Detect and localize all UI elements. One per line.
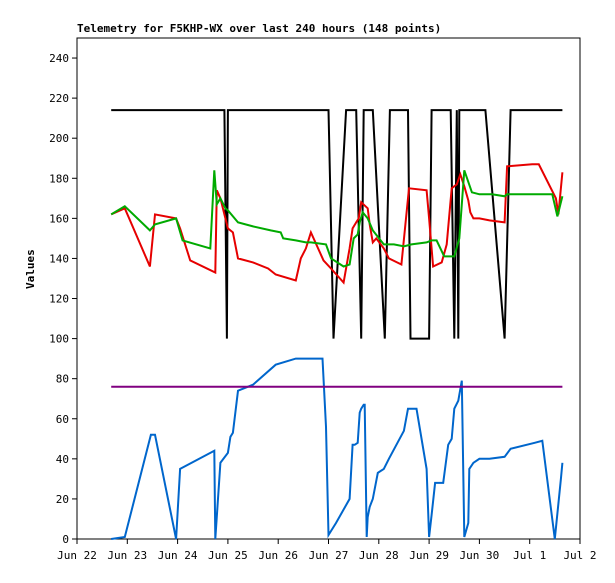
series-line-3 <box>111 357 564 540</box>
y-tick-label-6: 120 <box>49 293 69 306</box>
y-tick-label-1: 20 <box>56 493 69 506</box>
x-tick-label-5: Jun 27 <box>309 549 349 562</box>
y-tick-label-8: 160 <box>49 212 69 225</box>
y-tick-label-3: 60 <box>56 413 69 426</box>
x-tick-label-6: Jun 28 <box>359 549 399 562</box>
x-tick-label-1: Jun 23 <box>107 549 147 562</box>
series-line-0 <box>111 109 563 340</box>
y-tick-label-2: 40 <box>56 453 69 466</box>
y-tick-label-12: 240 <box>49 52 69 65</box>
y-tick-label-10: 200 <box>49 132 69 145</box>
x-tick-label-10: Jul 2 <box>563 549 596 562</box>
series-line-1 <box>110 163 564 285</box>
x-tick-label-3: Jun 25 <box>208 549 248 562</box>
x-tick-label-8: Jun 30 <box>460 549 500 562</box>
y-tick-label-0: 0 <box>62 533 69 546</box>
series-line-2 <box>110 169 564 268</box>
y-tick-label-7: 140 <box>49 252 69 265</box>
y-tick-label-4: 80 <box>56 373 69 386</box>
x-tick-label-0: Jun 22 <box>57 549 97 562</box>
y-axis-label: Values <box>24 249 37 289</box>
chart-title: Telemetry for F5KHP-WX over last 240 hou… <box>77 22 442 35</box>
x-tick-label-2: Jun 24 <box>158 549 198 562</box>
x-tick-label-4: Jun 26 <box>258 549 298 562</box>
x-tick-label-7: Jun 29 <box>409 549 449 562</box>
y-tick-label-5: 100 <box>49 333 69 346</box>
x-tick-label-9: Jul 1 <box>513 549 546 562</box>
y-tick-label-9: 180 <box>49 172 69 185</box>
y-tick-label-11: 220 <box>49 92 69 105</box>
